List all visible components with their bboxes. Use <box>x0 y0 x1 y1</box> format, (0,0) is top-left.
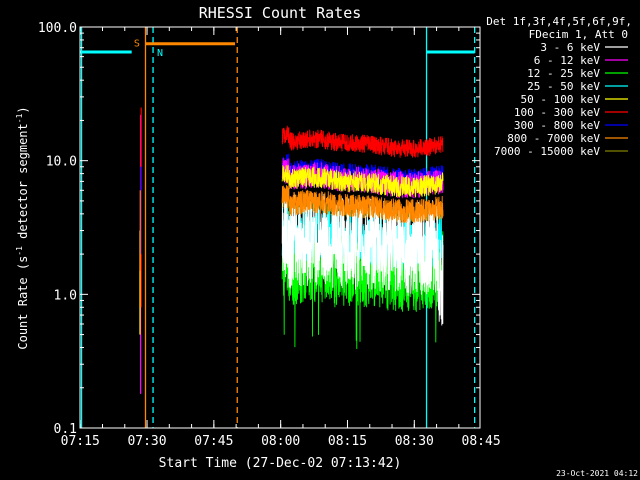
legend-entry-label: 800 - 7000 keV <box>507 132 600 145</box>
x-tick-label: 07:30 <box>127 434 166 449</box>
legend-entry-label: 25 - 50 keV <box>527 80 600 93</box>
legend-header-line-2: FDecim 1, Att 0 <box>529 28 628 41</box>
legend-entry-label: 300 - 800 keV <box>514 119 600 132</box>
series-line <box>281 185 444 224</box>
series-line <box>281 125 444 159</box>
legend-entry-label: 6 - 12 keV <box>534 54 601 67</box>
y-axis-label-part-1: Count Rate (s <box>16 256 30 350</box>
legend-entry-label: 50 - 100 keV <box>521 93 601 106</box>
footer-timestamp: 23-Oct-2021 04:12 <box>556 469 638 478</box>
legend-entry-label: 100 - 300 keV <box>514 106 600 119</box>
chart-title: RHESSI Count Rates <box>199 4 362 22</box>
x-tick-label: 08:30 <box>395 434 434 449</box>
x-tick-label: 08:00 <box>261 434 300 449</box>
y-axis-label-part-2: detector segment <box>16 123 30 246</box>
series-layer <box>139 107 444 394</box>
y-axis-label: Count Rate (s-1 detector segment-1) <box>15 106 30 349</box>
saa-label: S <box>134 39 140 50</box>
legend-entry-label: 12 - 25 keV <box>527 67 600 80</box>
x-tick-label: 07:15 <box>61 434 100 449</box>
series-line <box>281 164 444 198</box>
x-tick-label: 08:15 <box>328 434 367 449</box>
y-tick-label: 10.0 <box>46 155 77 170</box>
x-axis-label: Start Time (27-Dec-02 07:13:42) <box>159 456 402 471</box>
legend: Det 1f,3f,4f,5f,6f,9f, FDecim 1, Att 0 3… <box>486 15 632 158</box>
legend-header-line-1: Det 1f,3f,4f,5f,6f,9f, <box>486 15 632 28</box>
y-axis-label-sup-1: -1 <box>15 246 24 256</box>
axes-layer: 07:15 07:30 07:45 08:00 08:15 08:30 08:45 0.1 1.… <box>38 21 501 449</box>
x-tick-label: 07:45 <box>194 434 233 449</box>
y-tick-label: 100.0 <box>38 21 77 36</box>
night-label: N <box>157 48 163 59</box>
y-axis-label-part-3: ) <box>16 106 30 113</box>
y-axis-label-sup-2: -1 <box>15 113 24 123</box>
x-tick-label: 08:45 <box>462 434 501 449</box>
legend-entry-label: 7000 - 15000 keV <box>494 145 600 158</box>
y-tick-label: 1.0 <box>54 288 77 303</box>
plot-frame <box>79 26 481 429</box>
overlay-layer: NS <box>80 27 476 428</box>
legend-entry-label: 3 - 6 keV <box>540 41 600 54</box>
y-tick-label: 0.1 <box>54 422 77 437</box>
